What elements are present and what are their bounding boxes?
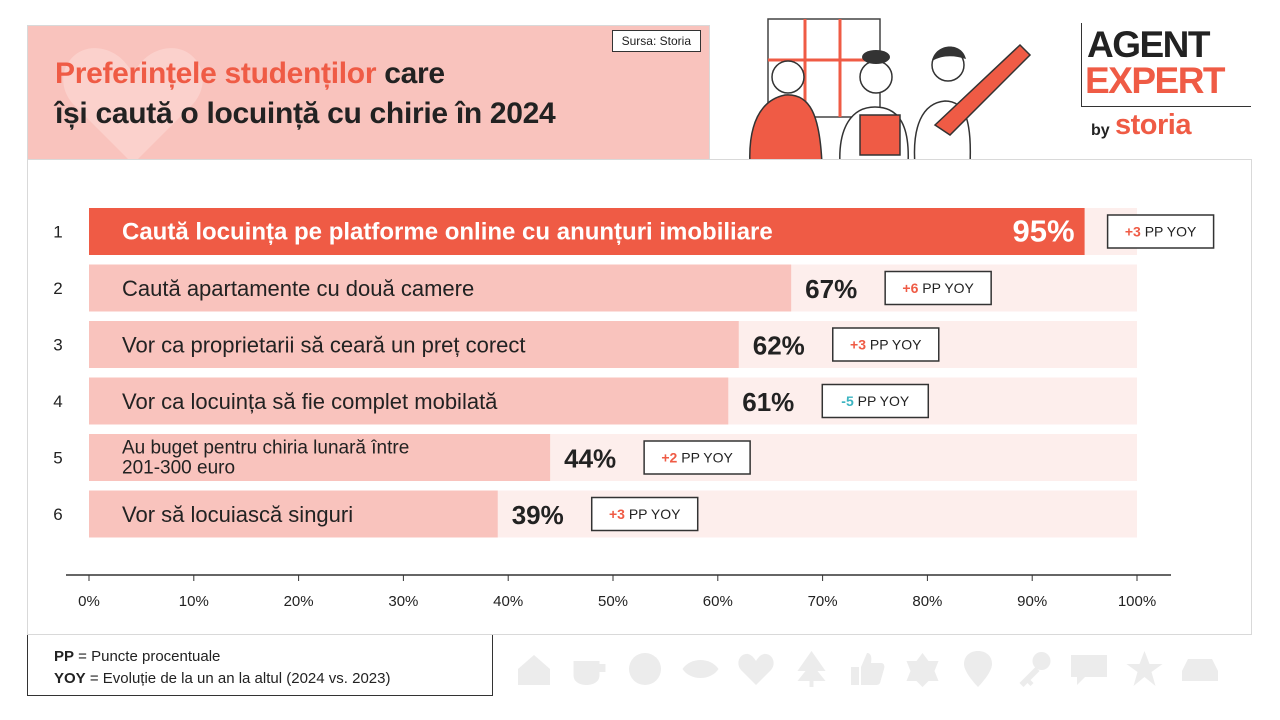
bar [89, 434, 551, 481]
legend-yoy: YOY = Evoluție de la un an la altul (202… [54, 668, 492, 690]
bar [89, 264, 792, 312]
rank-label: 2 [53, 279, 62, 298]
heart-icon [63, 48, 203, 159]
bar [89, 208, 1085, 255]
legend-pp-abbr: PP [54, 648, 75, 665]
x-tick-label: 100% [1118, 593, 1156, 610]
rank-label: 1 [53, 223, 62, 242]
value-label: 39% [512, 500, 564, 530]
key-icon [1019, 652, 1051, 687]
eye-icon [682, 660, 719, 678]
yoy-badge [643, 440, 751, 475]
value-label: 61% [742, 387, 794, 417]
agent-expert-logo: AGENT EXPERT by storia [1081, 23, 1253, 141]
yoy-badge [590, 496, 699, 532]
logo-by: by [1091, 122, 1110, 139]
rank-label: 6 [53, 505, 62, 524]
yoy-label: +3 PP YOY [1125, 224, 1197, 240]
rank-label: 5 [53, 449, 62, 468]
value-label: 67% [805, 274, 857, 304]
cup-icon [573, 661, 606, 685]
tree-icon [797, 651, 826, 687]
bar-chart: 1 Caută locuința pe platforme online cu a… [53, 208, 1215, 610]
logo-brand: storia [1115, 109, 1191, 141]
title-rest: care [376, 57, 445, 90]
category-label: 201-300 euro [122, 458, 235, 479]
title-line2: își caută o locuință cu chirie în 2024 [55, 97, 556, 130]
x-tick-label: 10% [179, 593, 209, 610]
x-tick-label: 90% [1017, 593, 1047, 610]
x-tick-label: 50% [598, 593, 628, 610]
yoy-badge [832, 327, 940, 362]
rank-label: 3 [53, 336, 62, 355]
x-tick-label: 40% [493, 593, 523, 610]
logo-frame [1081, 23, 1251, 107]
yoy-badge [884, 270, 992, 306]
yoy-label: +3 PP YOY [850, 337, 922, 353]
heart-icon [738, 653, 774, 685]
yoy-badge [821, 383, 930, 419]
thumbs-up-icon [851, 653, 885, 685]
decorative-icons [518, 651, 1218, 687]
value-label: 62% [753, 331, 805, 361]
legend-pp-text: = Puncte procentuale [74, 648, 221, 665]
flower-icon [906, 653, 939, 687]
yoy-label: +3 PP YOY [609, 506, 681, 522]
x-tick-label: 20% [284, 593, 314, 610]
yoy-badge [1106, 214, 1215, 249]
yoy-label: -5 PP YOY [841, 393, 910, 409]
category-label: Caută apartamente cu două camere [122, 276, 474, 301]
x-tick-label: 80% [912, 593, 942, 610]
page-title: Preferințele studenților care își caută … [55, 54, 556, 134]
x-tick-label: 70% [808, 593, 838, 610]
legend-yoy-text: = Evoluție de la un an la altul (2024 vs… [85, 670, 391, 687]
location-pin-icon [964, 651, 992, 687]
category-label: Au buget pentru chiria lunară între [122, 438, 409, 459]
smiley-icon [629, 653, 661, 685]
source-badge: Sursa: Storia [611, 30, 701, 52]
bar [89, 377, 729, 425]
x-tick-label: 30% [388, 593, 418, 610]
chat-icon [1071, 655, 1107, 685]
car-icon [1182, 659, 1218, 681]
students-illustration [749, 18, 1032, 165]
star-icon [1126, 651, 1163, 686]
x-tick-label: 60% [703, 593, 733, 610]
chart-frame: 1 Caută locuința pe platforme online cu a… [27, 159, 1252, 635]
x-tick-label: 0% [78, 593, 100, 610]
yoy-label: +2 PP YOY [661, 450, 733, 466]
category-label: Caută locuința pe platforme online cu an… [122, 219, 773, 246]
logo-line1: AGENT [1087, 24, 1211, 65]
category-label: Vor ca locuința să fie complet mobilată [122, 389, 498, 414]
title-highlight: Preferințele studenților [55, 57, 377, 90]
house-icon [518, 655, 550, 685]
legend-yoy-abbr: YOY [54, 670, 86, 687]
bar [89, 490, 498, 538]
value-label: 95% [1013, 214, 1075, 249]
bar [89, 321, 739, 368]
yoy-label: +6 PP YOY [902, 280, 974, 296]
title-banner: Sursa: Storia Preferințele studenților c… [27, 25, 710, 159]
legend: PP = Puncte procentuale YOY = Evoluție d… [27, 635, 493, 696]
rank-label: 4 [53, 392, 62, 411]
logo-line2: EXPERT [1085, 60, 1226, 101]
legend-pp: PP = Puncte procentuale [54, 646, 492, 668]
value-label: 44% [564, 444, 616, 474]
category-label: Vor să locuiască singuri [122, 502, 353, 527]
category-label: Vor ca proprietarii să ceară un preț cor… [122, 333, 526, 358]
